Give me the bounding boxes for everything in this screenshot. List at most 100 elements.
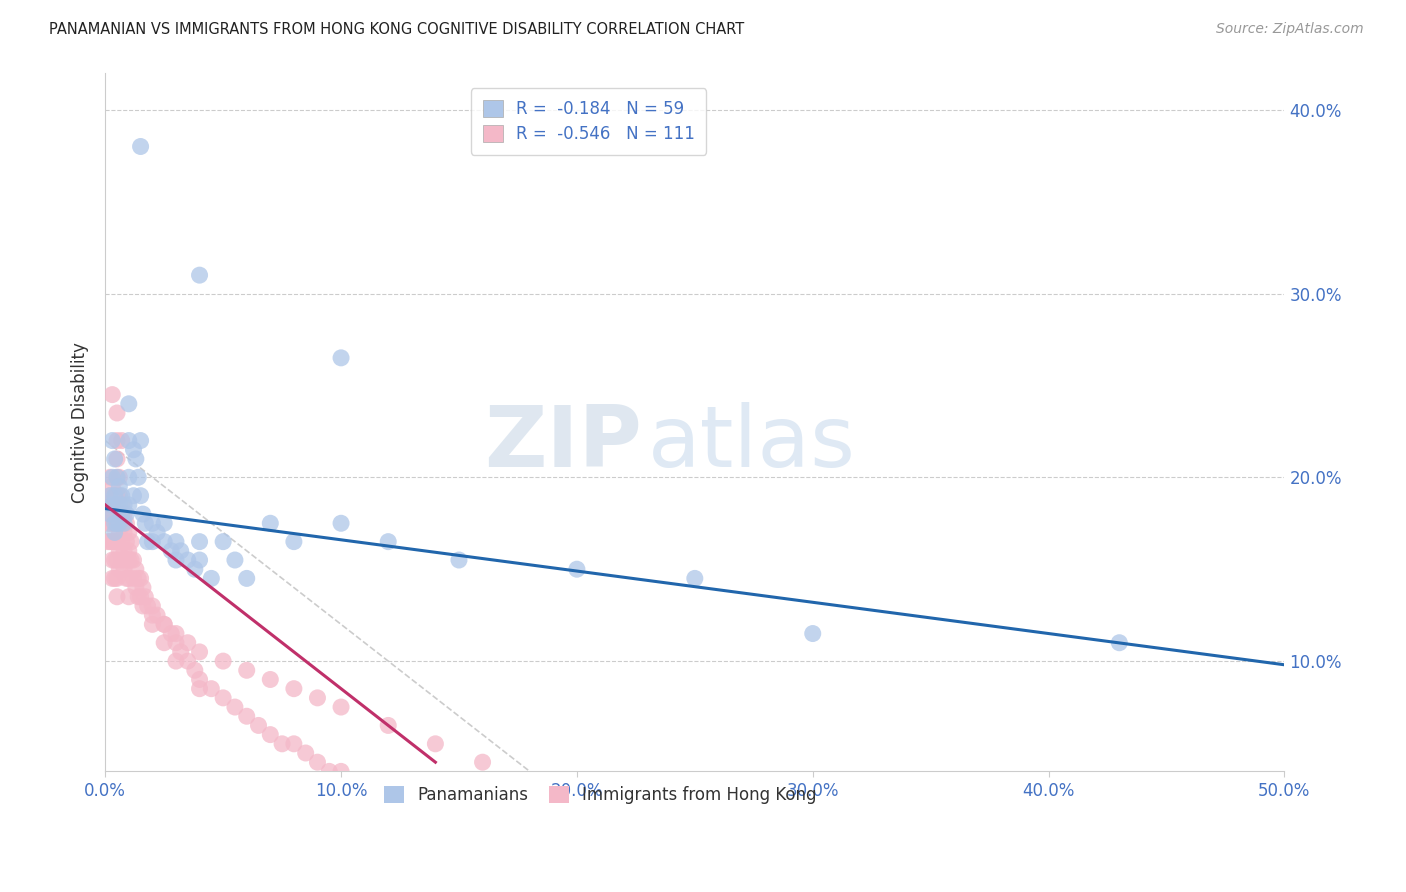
Point (118, 553, 141, 567)
Point (212, 690, 235, 705)
Text: ZIP: ZIP (484, 401, 641, 484)
Point (104, 553, 127, 567)
Point (118, 434, 141, 448)
Point (377, 782, 399, 797)
Point (401, 792, 423, 806)
Point (125, 562, 148, 576)
Point (136, 599, 159, 613)
Point (108, 544, 131, 558)
Point (101, 498, 124, 512)
Point (247, 718, 270, 732)
Point (307, 690, 329, 705)
Point (188, 681, 211, 696)
Point (330, 351, 353, 365)
Point (1108, 636, 1130, 650)
Point (683, 571, 706, 585)
Point (153, 617, 176, 632)
Point (160, 626, 183, 640)
Point (115, 507, 138, 521)
Point (177, 553, 200, 567)
Point (318, 764, 340, 779)
Point (200, 681, 222, 696)
Point (212, 534, 235, 549)
Point (353, 773, 375, 788)
Point (127, 590, 149, 604)
Point (188, 268, 211, 282)
Point (129, 489, 152, 503)
Text: Source: ZipAtlas.com: Source: ZipAtlas.com (1216, 22, 1364, 37)
Point (104, 452, 127, 467)
Point (141, 608, 163, 623)
Point (101, 479, 124, 493)
Point (118, 498, 141, 512)
Point (108, 562, 131, 576)
Point (377, 534, 399, 549)
Point (134, 516, 156, 531)
Legend: Panamanians, Immigrants from Hong Kong: Panamanians, Immigrants from Hong Kong (373, 774, 828, 815)
Point (224, 700, 246, 714)
Point (165, 636, 187, 650)
Point (101, 387, 124, 401)
Point (120, 534, 142, 549)
Point (134, 590, 156, 604)
Point (235, 663, 257, 677)
Point (105, 516, 128, 531)
Point (184, 562, 207, 576)
Point (224, 553, 246, 567)
Point (105, 434, 128, 448)
Point (101, 571, 124, 585)
Point (104, 516, 127, 531)
Point (104, 525, 127, 540)
Point (118, 397, 141, 411)
Point (330, 516, 353, 531)
Point (425, 737, 447, 751)
Point (111, 516, 134, 531)
Point (165, 534, 187, 549)
Point (127, 470, 149, 484)
Point (111, 489, 134, 503)
Point (165, 553, 187, 567)
Point (98, 534, 121, 549)
Point (108, 470, 131, 484)
Point (153, 617, 176, 632)
Point (235, 709, 257, 723)
Point (132, 581, 155, 595)
Point (108, 507, 131, 521)
Point (271, 737, 294, 751)
Point (98, 516, 121, 531)
Point (101, 516, 124, 531)
Point (129, 571, 152, 585)
Point (283, 681, 305, 696)
Point (115, 534, 138, 549)
Point (108, 498, 131, 512)
Point (104, 507, 127, 521)
Point (259, 516, 281, 531)
Point (177, 654, 200, 668)
Point (98, 507, 121, 521)
Point (447, 553, 470, 567)
Point (235, 571, 257, 585)
Text: PANAMANIAN VS IMMIGRANTS FROM HONG KONG COGNITIVE DISABILITY CORRELATION CHART: PANAMANIAN VS IMMIGRANTS FROM HONG KONG … (49, 22, 744, 37)
Point (108, 516, 131, 531)
Point (101, 434, 124, 448)
Point (259, 673, 281, 687)
Point (97, 498, 120, 512)
Point (160, 544, 183, 558)
Point (105, 516, 128, 531)
Point (105, 470, 128, 484)
Point (105, 489, 128, 503)
Point (112, 507, 135, 521)
Point (112, 525, 135, 540)
Point (112, 544, 135, 558)
Point (283, 534, 305, 549)
Y-axis label: Cognitive Disability: Cognitive Disability (72, 342, 89, 502)
Point (132, 507, 155, 521)
Point (98, 507, 121, 521)
Point (330, 700, 353, 714)
Point (141, 617, 163, 632)
Point (111, 498, 134, 512)
Point (97, 534, 120, 549)
Point (136, 534, 159, 549)
Point (105, 590, 128, 604)
Point (188, 553, 211, 567)
